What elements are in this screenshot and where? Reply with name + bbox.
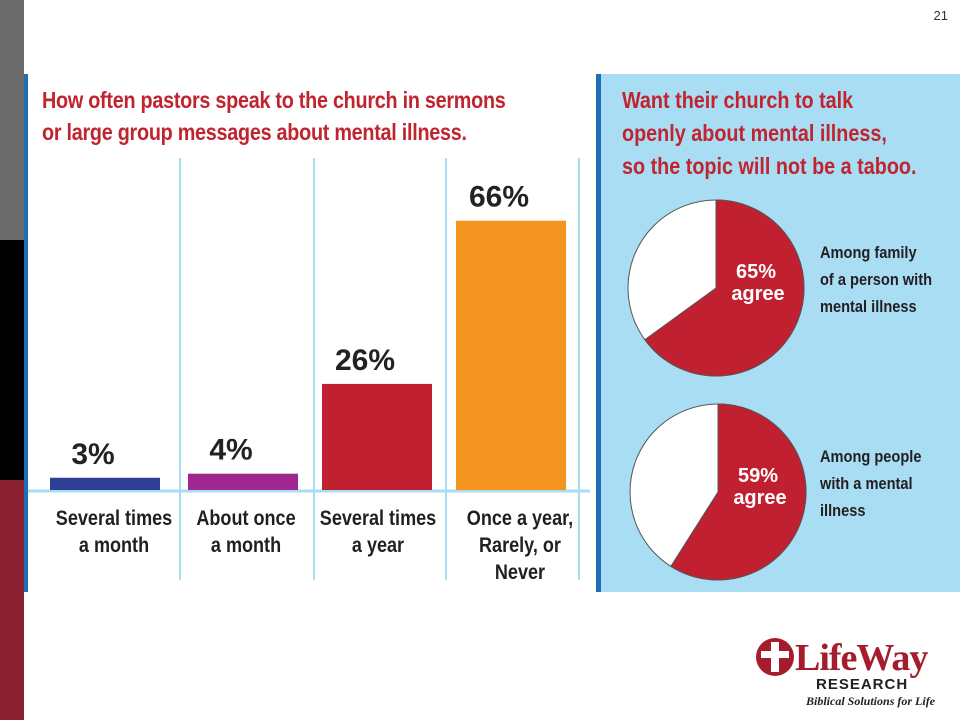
pie-1-annotation-line-2: of a person with xyxy=(820,271,932,289)
bar-1 xyxy=(50,477,160,490)
pie-panel-title-line-2: openly about mental illness, xyxy=(622,120,887,146)
bar-value-label-3: 26% xyxy=(335,344,395,377)
pie-2-annotation-line-1: Among people xyxy=(820,448,922,466)
pie-2-slice-label: agree xyxy=(733,487,786,509)
pie-2-value-label: 59% xyxy=(738,465,778,487)
pie-1-annotation-line-1: Among family xyxy=(820,244,917,262)
side-strip-gray xyxy=(0,0,24,240)
logo-name: LifeWay xyxy=(795,637,928,679)
pie-2-annotation-line-2: with a mental xyxy=(819,475,912,493)
category-label-1-line-1: Several times xyxy=(56,507,173,531)
logo-cross-horizontal xyxy=(761,651,789,658)
logo-tagline: Biblical Solutions for Life xyxy=(806,694,936,708)
bar-chart-title-line-2: or large group messages about mental ill… xyxy=(42,119,467,145)
pie-1-slice-label: agree xyxy=(731,283,784,305)
page-number: 21 xyxy=(933,8,948,23)
bar-value-label-4: 66% xyxy=(469,181,529,214)
pie-1-annotation-line-3: mental illness xyxy=(820,298,917,316)
lifeway-logo xyxy=(756,638,794,676)
pie-1-slice-agree xyxy=(644,199,805,377)
category-label-4-line-3: Never xyxy=(495,561,546,585)
category-label-1-line-2: a month xyxy=(79,534,149,558)
category-label-2-line-2: a month xyxy=(211,534,281,558)
category-label-4-line-1: Once a year, xyxy=(467,507,573,531)
pie-panel-title: Want their church to talk openly about m… xyxy=(622,84,917,183)
bar-chart-title: How often pastors speak to the church in… xyxy=(42,84,506,148)
bar-panel-rule xyxy=(24,74,28,592)
category-label-4-line-2: Rarely, or xyxy=(479,534,561,558)
side-strip-black xyxy=(0,240,24,480)
category-label-3-line-2: a year xyxy=(352,534,405,558)
pie-panel-rule xyxy=(596,74,601,592)
category-label-3-line-1: Several times xyxy=(320,507,437,531)
pie-2-slice-agree xyxy=(670,403,807,581)
pie-1-value-label: 65% xyxy=(736,261,776,283)
bar-2 xyxy=(188,473,298,490)
pie-panel-title-line-1: Want their church to talk xyxy=(622,87,854,113)
bar-value-label-1: 3% xyxy=(71,438,114,471)
bar-value-label-2: 4% xyxy=(209,434,252,467)
bar-chart: 3% Several times a month 4% About once a mont… xyxy=(28,158,590,585)
bar-4 xyxy=(456,220,566,490)
pie-2-annotation-line-3: illness xyxy=(820,502,866,520)
bar-3 xyxy=(322,383,432,490)
bar-chart-title-line-1: How often pastors speak to the church in… xyxy=(42,87,506,113)
side-strip-red xyxy=(0,480,24,720)
pie-panel-title-line-3: so the topic will not be a taboo. xyxy=(622,153,917,179)
logo-subtitle: RESEARCH xyxy=(816,676,909,693)
category-label-2-line-1: About once xyxy=(196,507,295,531)
